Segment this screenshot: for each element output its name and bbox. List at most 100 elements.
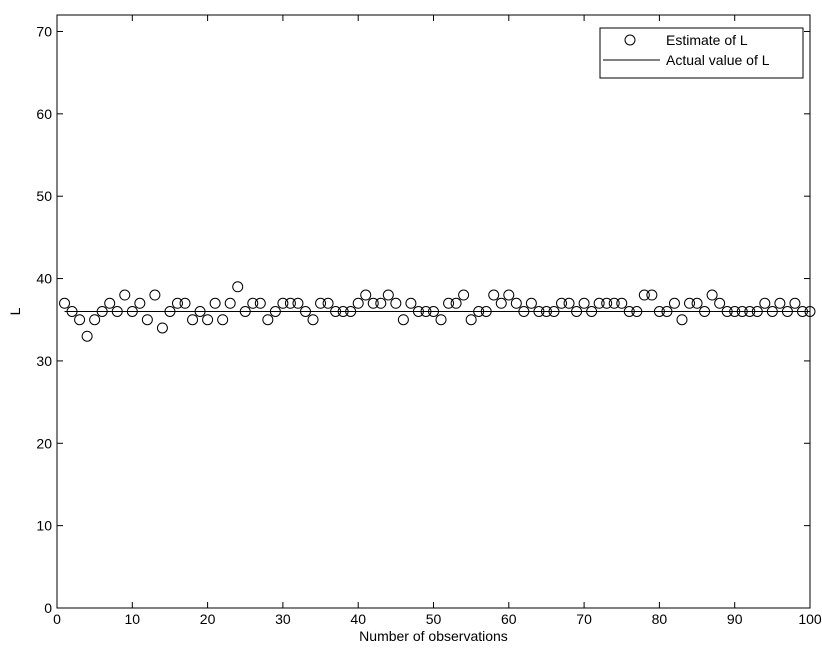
x-tick-label: 0 bbox=[53, 611, 61, 627]
legend: Estimate of L Actual value of L bbox=[599, 27, 804, 79]
estimate-point bbox=[247, 297, 259, 309]
estimate-point bbox=[525, 297, 537, 309]
estimate-point bbox=[759, 297, 771, 309]
estimate-point bbox=[721, 306, 733, 317]
estimate-point bbox=[450, 297, 462, 309]
estimate-point bbox=[277, 297, 289, 309]
estimate-point bbox=[412, 306, 424, 317]
estimate-point bbox=[239, 306, 251, 317]
estimate-point bbox=[330, 306, 342, 317]
estimate-point bbox=[533, 306, 545, 317]
legend-label-actual: Actual value of L bbox=[666, 52, 770, 68]
estimate-point bbox=[171, 297, 183, 309]
x-tick-label: 60 bbox=[501, 611, 517, 627]
estimate-point bbox=[269, 306, 281, 317]
estimate-point bbox=[616, 297, 628, 309]
y-tick-label: 10 bbox=[36, 518, 52, 534]
estimate-point bbox=[601, 297, 613, 309]
estimate-point bbox=[179, 297, 191, 309]
estimate-point bbox=[646, 289, 658, 301]
estimate-point bbox=[556, 297, 568, 309]
estimate-point bbox=[488, 289, 500, 301]
estimate-point bbox=[111, 306, 123, 317]
estimate-point bbox=[465, 314, 477, 326]
estimate-point bbox=[307, 314, 319, 326]
estimate-point bbox=[518, 306, 530, 317]
y-tick-label: 30 bbox=[36, 353, 52, 369]
estimate-point bbox=[804, 306, 816, 317]
estimate-point bbox=[315, 297, 327, 309]
estimate-point bbox=[187, 314, 199, 326]
estimate-point bbox=[781, 306, 793, 317]
y-tick-label: 60 bbox=[36, 106, 52, 122]
y-tick-label: 70 bbox=[36, 23, 52, 39]
estimate-point bbox=[706, 289, 718, 301]
estimate-point bbox=[217, 314, 229, 326]
estimate-point bbox=[66, 306, 78, 317]
x-tick-label: 90 bbox=[727, 611, 743, 627]
y-tick-label: 50 bbox=[36, 188, 52, 204]
x-tick-label: 50 bbox=[426, 611, 442, 627]
estimate-point bbox=[540, 306, 552, 317]
estimate-point bbox=[164, 306, 176, 317]
estimate-point bbox=[774, 297, 786, 309]
estimate-point bbox=[254, 297, 266, 309]
estimate-point bbox=[96, 306, 108, 317]
estimate-point bbox=[390, 297, 402, 309]
y-axis: 0 10 20 30 40 50 60 70 bbox=[36, 23, 810, 616]
estimate-point bbox=[623, 306, 635, 317]
estimate-point bbox=[345, 306, 357, 317]
estimate-point bbox=[367, 297, 379, 309]
estimate-point bbox=[126, 306, 138, 317]
y-axis-title: L bbox=[7, 307, 23, 315]
estimate-point bbox=[149, 289, 161, 301]
estimate-point bbox=[360, 289, 372, 301]
estimate-point bbox=[262, 314, 274, 326]
estimate-point bbox=[74, 314, 86, 326]
estimate-point bbox=[292, 297, 304, 309]
x-axis: 0 10 20 30 40 50 60 70 80 90 100 bbox=[53, 15, 822, 627]
estimate-point bbox=[796, 306, 808, 317]
estimate-point bbox=[59, 297, 71, 309]
x-tick-label: 40 bbox=[350, 611, 366, 627]
estimate-point bbox=[224, 297, 236, 309]
estimate-point bbox=[563, 297, 575, 309]
estimate-point bbox=[202, 314, 214, 326]
estimate-point bbox=[676, 314, 688, 326]
estimate-point bbox=[653, 306, 665, 317]
estimate-point bbox=[586, 306, 598, 317]
estimate-point bbox=[397, 314, 409, 326]
estimate-point bbox=[420, 306, 432, 317]
estimate-point bbox=[503, 289, 515, 301]
estimate-point bbox=[668, 297, 680, 309]
estimate-point bbox=[337, 306, 349, 317]
x-axis-title: Number of observations bbox=[359, 628, 508, 644]
estimate-point bbox=[443, 297, 455, 309]
estimate-point bbox=[428, 306, 439, 317]
estimate-point bbox=[729, 306, 741, 317]
estimate-point bbox=[89, 314, 101, 326]
estimate-point bbox=[736, 306, 748, 317]
estimate-point bbox=[284, 297, 296, 309]
estimate-point bbox=[119, 289, 131, 301]
estimate-point bbox=[299, 306, 311, 317]
estimate-point bbox=[744, 306, 756, 317]
estimate-point bbox=[194, 306, 206, 317]
estimate-point bbox=[684, 297, 696, 309]
estimate-point bbox=[766, 306, 778, 317]
estimate-point bbox=[495, 297, 507, 309]
estimate-point bbox=[375, 297, 387, 309]
y-tick-label: 0 bbox=[44, 600, 52, 616]
estimate-point bbox=[458, 289, 470, 301]
legend-circle-marker bbox=[624, 34, 636, 46]
legend-label-estimate: Estimate of L bbox=[666, 32, 748, 48]
estimate-point bbox=[699, 306, 711, 317]
estimate-point bbox=[352, 297, 364, 309]
estimate-point bbox=[382, 289, 394, 301]
series-layer bbox=[59, 281, 816, 342]
x-tick-label: 80 bbox=[652, 611, 668, 627]
x-tick-label: 30 bbox=[275, 611, 291, 627]
estimate-point bbox=[714, 297, 726, 309]
estimate-point bbox=[548, 306, 560, 317]
estimate-point bbox=[435, 314, 447, 326]
